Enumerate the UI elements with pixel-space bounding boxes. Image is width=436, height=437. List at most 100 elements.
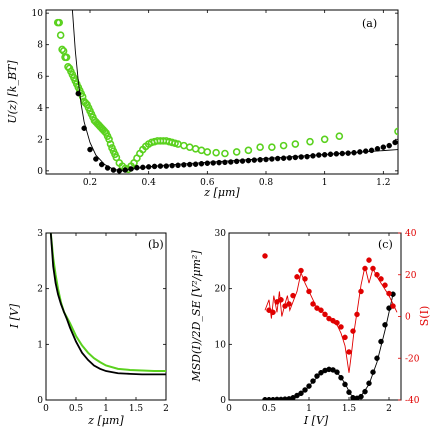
panel-a-series-2-line: [71, 10, 398, 172]
panel-b-marks: [49, 233, 166, 376]
panel-a-ytick-label: 8: [37, 41, 43, 51]
panel-b-xtick-label: 0.5: [69, 404, 84, 414]
panel-a-marks: [53, 10, 398, 174]
panel-c-series-0-point: [314, 373, 320, 379]
panel-a-series-1-point: [87, 146, 93, 153]
panel-a-series-0-point: [191, 144, 200, 153]
panel-a-ytick-label: 10: [32, 9, 44, 19]
panel-a-series-1-point: [239, 158, 246, 164]
panel-a-series-1-point: [292, 154, 299, 161]
panel-a-series-0-point: [203, 148, 212, 156]
panel-a-series-1-point: [192, 161, 199, 167]
panel-b-xtick-label: 1.5: [129, 404, 144, 414]
panel-a-frame: [45, 9, 399, 175]
panel-c-marks: [262, 253, 398, 400]
panel-a-series-1-point: [274, 155, 281, 162]
panel-c-ytick-label: 0: [220, 396, 226, 406]
panel-a-series-0-point: [185, 143, 194, 151]
panel-b-label: (b): [148, 238, 164, 251]
panel-c-series-1-line: [264, 294, 394, 400]
panel-c-series-3-line: [264, 266, 398, 373]
panel-b-ytick-label: 3: [37, 229, 43, 239]
panel-a-series-0-point: [59, 47, 68, 55]
panel-a-xtick-label: 0.6: [200, 178, 215, 188]
panel-a-series-0-point: [58, 45, 66, 54]
panel-c-ytick-right-label: 0: [405, 313, 411, 323]
panel-a-series-1-point: [210, 160, 216, 166]
panel-c-series-2-point: [278, 297, 284, 303]
panel-a-ticks: 0.2 0.4 0.6 0.8 1 1.2 0 2 4 6 8 10: [32, 9, 398, 188]
panel-a-series-1-point: [362, 148, 369, 154]
panel-a-series-1-point: [286, 155, 293, 161]
panel-a-series-0-point: [291, 140, 300, 148]
panel-c-series-0-point: [362, 388, 368, 395]
panel-c-series-2-point: [294, 274, 300, 280]
panel-a-series-0-point: [105, 135, 113, 144]
panel-a-series-0-point: [56, 31, 65, 40]
panel-a-series-0-point: [55, 18, 64, 27]
panel-a-xlabel: z [μm]: [203, 186, 240, 199]
panel-a-series-1-point: [93, 156, 99, 162]
panel-c-series-2-point: [262, 253, 268, 259]
panel-a-series-0-point: [335, 132, 344, 140]
panel-a-ytick-label: 6: [37, 72, 43, 82]
panel-a-series-1-point: [304, 153, 310, 160]
panel-a-series-1-point: [186, 161, 193, 168]
panel-a-series-1-point: [245, 157, 252, 164]
panel-a-series-0-point: [212, 148, 220, 157]
panel-a-series-1-point: [198, 161, 205, 167]
panel-c-xtick-label: 1.5: [342, 404, 357, 414]
panel-a-series-0-point: [244, 146, 253, 155]
panel-c-ytick-right-label: -20: [405, 354, 420, 364]
panel-a-series-0-point: [268, 143, 276, 151]
panel-a-series-1-point: [169, 162, 175, 169]
panel-a-xtick-label: 0.4: [142, 178, 157, 188]
panel-a-series-0-point: [78, 92, 87, 101]
panel-a-series-1-point: [175, 162, 181, 169]
panel-a-series-0-point: [180, 141, 188, 150]
panel-a-xtick-label: 1.2: [376, 178, 390, 188]
panel-a-label: (a): [362, 17, 377, 30]
panel-a-ytick-label: 0: [37, 167, 43, 177]
panel-b-xlabel: z [μm]: [87, 414, 124, 427]
panel-b-ylabel: I [V]: [8, 303, 21, 329]
panel-a-series-0-point: [256, 143, 264, 151]
panel-b: 0 0.5 1 1.5 2 0 1 2 3 (b) z [μm] I [V]: [8, 229, 169, 427]
panel-b-ytick-label: 1: [37, 340, 43, 350]
panel-a-series-0-point: [106, 140, 115, 148]
panel-a: 0.2 0.4 0.6 0.8 1 1.2 0 2 4 6 8 10 (a) z [μm] U(z) …: [6, 9, 399, 199]
panel-c-xtick-label: 0: [226, 404, 232, 414]
panel-a-ytick-label: 4: [37, 104, 43, 114]
panel-a-series-0-point: [320, 135, 329, 144]
panel-c-series-2-point: [366, 257, 372, 263]
panel-b-ytick-label: 0: [37, 396, 43, 406]
panel-a-series-0-point: [232, 148, 241, 156]
panel-c-xtick-label: 1: [306, 404, 312, 414]
panel-c-ytick-label: 10: [215, 340, 227, 350]
panel-a-series-1-point: [298, 154, 304, 160]
panel-c-series-2-point: [358, 288, 364, 295]
panel-a-series-1-point: [380, 144, 387, 150]
panel-c-ytick-label: 30: [215, 229, 227, 239]
panel-c-xtick-label: 2: [386, 404, 392, 414]
panel-a-series-1-point: [216, 159, 222, 166]
panel-c-ytick-label: 20: [215, 285, 227, 295]
panel-c-ylabel: MSD(I)/2D_SE [V²/μm²]: [190, 250, 203, 383]
panel-b-ytick-label: 2: [37, 285, 43, 295]
panel-b-xtick-label: 0: [43, 404, 49, 414]
panel-a-series-0-point: [394, 127, 398, 136]
panel-a-xtick-label: 0.2: [83, 178, 97, 188]
panel-a-series-0-point: [279, 141, 288, 150]
panel-c-series-2-point: [346, 349, 352, 355]
panel-c-ylabel-right: S(I): [418, 306, 431, 326]
panel-b-xtick-label: 1: [103, 404, 109, 414]
panel-c-xtick-label: 0.5: [262, 404, 277, 414]
panel-a-series-1-point: [222, 159, 228, 166]
panel-b-ticks: 0 0.5 1 1.5 2 0 1 2 3: [37, 229, 169, 414]
panel-c-ytick-right-label: 20: [405, 271, 417, 281]
panel-a-series-0-point: [112, 153, 121, 162]
panel-a-series-1-point: [257, 157, 263, 163]
panel-a-series-1-point: [310, 153, 316, 159]
